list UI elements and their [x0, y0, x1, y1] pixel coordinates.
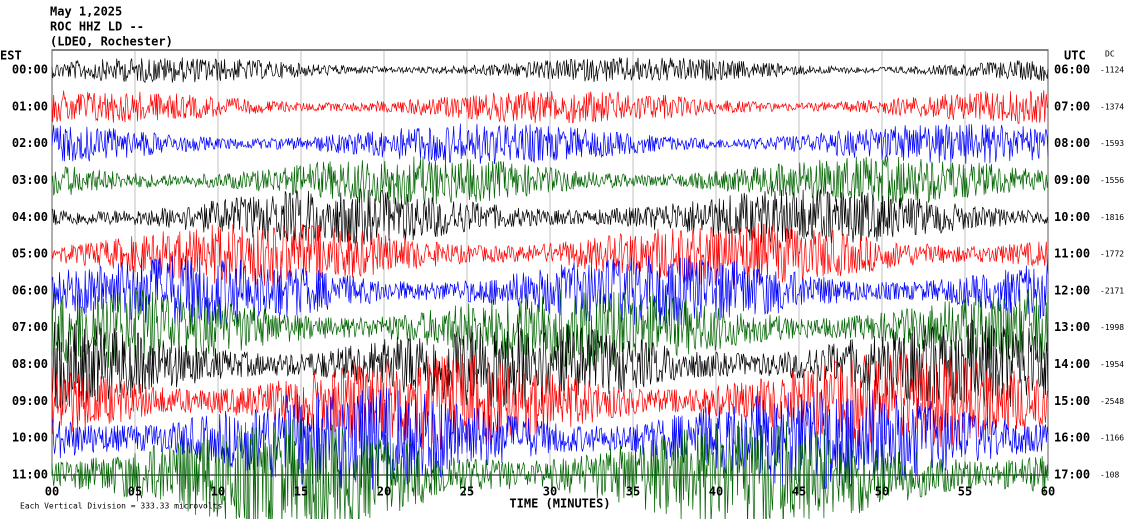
x-tick-label: 50: [875, 485, 889, 499]
x-tick-label: 00: [45, 485, 59, 499]
row-label-right: 16:00: [1054, 431, 1090, 445]
row-label-left: 02:00: [12, 136, 48, 150]
footnote: Each Vertical Division = 333.33 microvol…: [20, 502, 222, 511]
row-label-right: 10:00: [1054, 210, 1090, 224]
row-label-left: 09:00: [12, 394, 48, 408]
x-axis-label: TIME (MINUTES): [509, 497, 610, 511]
row-label-left: 03:00: [12, 173, 48, 187]
trace: [51, 155, 1049, 206]
x-tick-label: 60: [1041, 485, 1055, 499]
trace: [51, 386, 1049, 490]
x-tick-label: 20: [377, 485, 391, 499]
row-label-left: 10:00: [12, 431, 48, 445]
dc-value: -1374: [1100, 102, 1124, 111]
traces: [51, 50, 1049, 519]
dc-value: -2171: [1100, 286, 1124, 295]
row-label-left: 11:00: [12, 468, 48, 482]
x-tick-label: 55: [958, 485, 972, 499]
row-label-right: 13:00: [1054, 320, 1090, 334]
x-tick-label: 25: [460, 485, 474, 499]
row-label-right: 11:00: [1054, 247, 1090, 261]
row-label-right: 07:00: [1054, 99, 1090, 113]
dc-value: -1124: [1100, 66, 1124, 75]
dc-value: -1593: [1100, 139, 1124, 148]
trace: [51, 223, 1049, 287]
left-axis-label: EST: [0, 49, 22, 63]
dc-value: -1556: [1100, 176, 1124, 185]
dc-value: -1772: [1100, 250, 1124, 259]
trace: [51, 123, 1049, 165]
dc-value: -108: [1100, 471, 1119, 480]
row-label-left: 08:00: [12, 357, 48, 371]
trace: [51, 288, 1049, 368]
right-axis-label: UTC: [1064, 49, 1086, 63]
row-label-left: 01:00: [12, 99, 48, 113]
x-tick-label: 35: [626, 485, 640, 499]
row-label-right: 06:00: [1054, 63, 1090, 77]
row-label-right: 15:00: [1054, 394, 1090, 408]
x-tick-label: 30: [543, 485, 557, 499]
row-label-right: 17:00: [1054, 468, 1090, 482]
row-label-right: 12:00: [1054, 283, 1090, 297]
trace: [51, 419, 1049, 519]
row-label-left: 06:00: [12, 283, 48, 297]
dc-value: -1998: [1100, 323, 1124, 332]
x-tick-label: 40: [709, 485, 723, 499]
title-line: (LDEO, Rochester): [50, 35, 173, 49]
title-line: ROC HHZ LD --: [50, 20, 144, 34]
row-label-left: 07:00: [12, 320, 48, 334]
row-label-left: 05:00: [12, 247, 48, 261]
trace: [51, 57, 1049, 84]
row-label-right: 09:00: [1054, 173, 1090, 187]
title-line: May 1,2025: [50, 5, 122, 19]
dc-value: -1166: [1100, 434, 1124, 443]
row-label-right: 08:00: [1054, 136, 1090, 150]
dc-value: -1954: [1100, 360, 1124, 369]
trace: [51, 90, 1049, 124]
row-label-right: 14:00: [1054, 357, 1090, 371]
x-tick-label: 05: [128, 485, 142, 499]
x-tick-label: 15: [294, 485, 308, 499]
dc-label: DC: [1105, 50, 1115, 59]
row-label-left: 00:00: [12, 63, 48, 77]
dc-value: -2548: [1100, 397, 1124, 406]
row-label-left: 04:00: [12, 210, 48, 224]
trace: [51, 188, 1049, 245]
x-tick-label: 45: [792, 485, 806, 499]
trace: [51, 255, 1049, 327]
x-tick-label: 10: [211, 485, 225, 499]
dc-value: -1816: [1100, 213, 1124, 222]
